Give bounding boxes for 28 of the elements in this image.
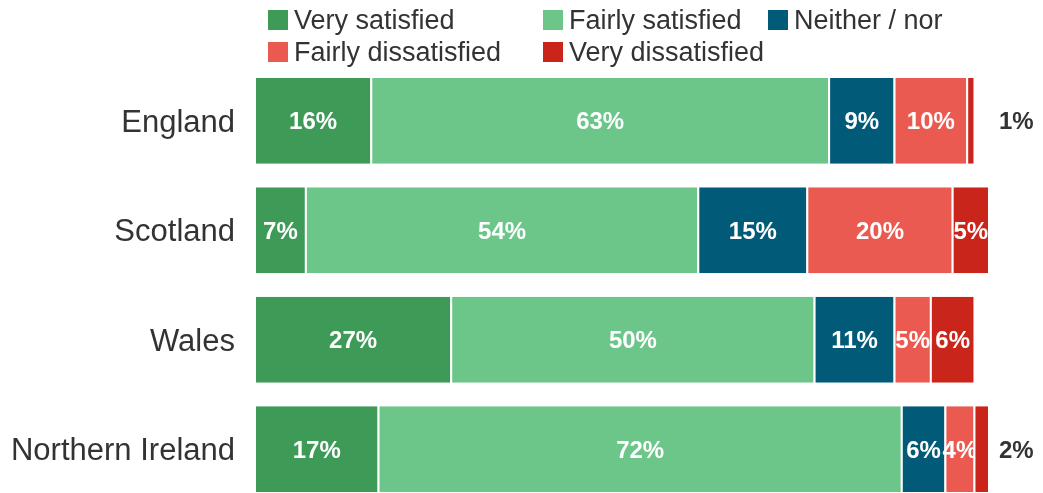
data-label: 2% bbox=[999, 435, 1034, 463]
data-label: 17% bbox=[292, 435, 341, 463]
data-label: 72% bbox=[616, 435, 665, 463]
data-label: 6% bbox=[906, 435, 941, 463]
y-tick-label: England bbox=[121, 103, 235, 139]
series-label: Fairly satisfied bbox=[569, 5, 742, 36]
data-label: 9% bbox=[844, 107, 880, 135]
data-label: 5% bbox=[895, 326, 931, 354]
legend-label: Neither / nor bbox=[794, 5, 943, 36]
data-label: 7% bbox=[263, 216, 298, 244]
data-label: 10% bbox=[906, 107, 955, 135]
data-label: 11% bbox=[831, 326, 878, 354]
y-tick-label: Scotland bbox=[114, 213, 235, 249]
data-label: 20% bbox=[855, 216, 905, 244]
data-label: 1% bbox=[999, 107, 1034, 135]
data-label: 6% bbox=[935, 326, 971, 354]
data-label: 63% bbox=[576, 107, 625, 135]
data-label: 16% bbox=[289, 107, 338, 135]
data-label: 27% bbox=[329, 326, 378, 354]
data-label: 15% bbox=[728, 216, 777, 244]
y-tick-label: Northern Ireland bbox=[10, 432, 235, 468]
legend-label: Fairly dissatisfied bbox=[294, 37, 502, 68]
data-label: 50% bbox=[608, 326, 657, 354]
legend-label: Very dissatisfied bbox=[569, 37, 765, 68]
data-label: 54% bbox=[478, 216, 527, 244]
data-label: 5% bbox=[953, 216, 989, 244]
y-tick-label: Wales bbox=[150, 322, 235, 358]
legend-label: Very satisfied bbox=[294, 5, 455, 36]
